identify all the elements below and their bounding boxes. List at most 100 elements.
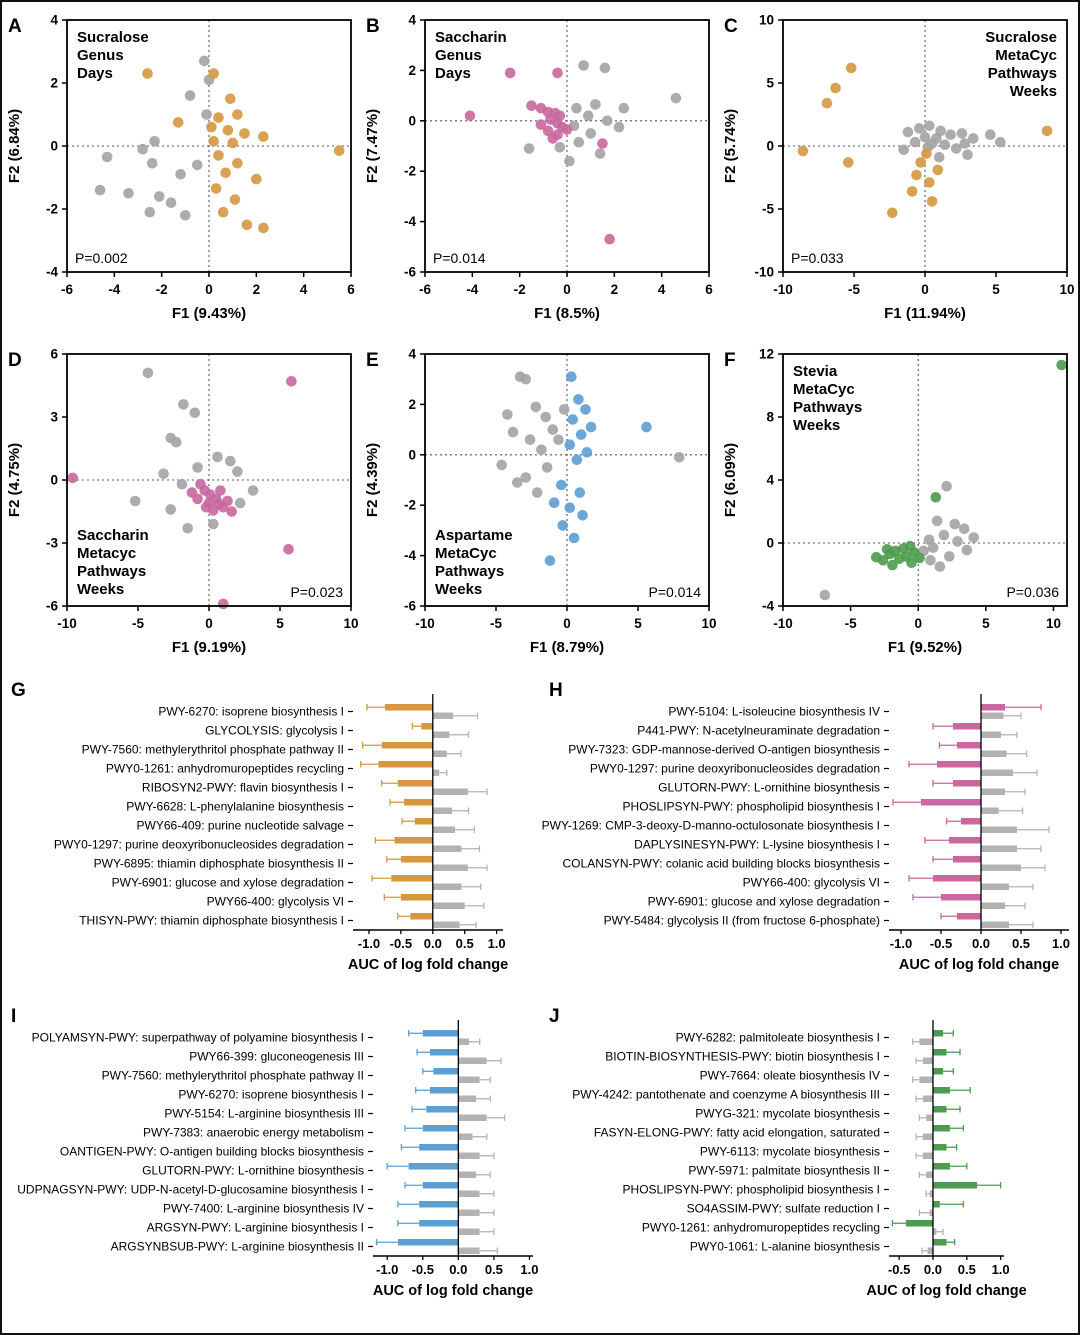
bar <box>400 856 433 863</box>
data-point-aspartame <box>585 421 597 433</box>
y-tick-label: -4 <box>404 548 416 563</box>
pathway-label: PHOSLIPSYN-PWY: phospholipid biosynthesi… <box>623 800 880 814</box>
bar <box>927 1247 933 1254</box>
y-tick-label: 12 <box>759 347 774 362</box>
data-point-stevia <box>881 544 893 555</box>
bar <box>429 1049 459 1056</box>
data-point-saccharin <box>217 598 229 610</box>
series-sucralose <box>142 68 345 234</box>
series-control <box>898 120 1006 163</box>
series-sucralose <box>797 62 1053 219</box>
pathway-label: PHOSLIPSYN-PWY: phospholipid biosynthesi… <box>623 1183 880 1197</box>
condition-label-line: Sucralose <box>77 29 149 46</box>
condition-label-line: Days <box>77 65 113 82</box>
y-tick-label: -6 <box>404 265 416 280</box>
x-tick-label: 0.0 <box>424 936 442 951</box>
series-control <box>94 55 215 221</box>
x-axis-label: F1 (11.94%) <box>884 305 966 322</box>
data-point-control <box>520 373 532 385</box>
scatter-panel-a: -6 -4 -2 0 2 4 6 -4 -2 0 2 4 F1 (9.43%) F2 (6.84%) A Su… <box>3 8 361 342</box>
p-value: P=0.014 <box>648 584 701 600</box>
y-tick-label: -2 <box>404 164 416 179</box>
x-tick-label: 1.0 <box>992 1262 1010 1277</box>
condition-label-line: Aspartame <box>435 527 513 544</box>
bar <box>981 807 999 814</box>
x-tick-label: -4 <box>466 282 478 297</box>
data-point-control <box>232 466 243 477</box>
data-point-control <box>618 102 630 114</box>
data-point-aspartame <box>580 404 591 415</box>
bar <box>458 1247 480 1254</box>
data-point-saccharin <box>226 506 237 517</box>
scatter-svg-c: -10 -5 0 5 10 -10 -5 0 5 10 F1 (11.94%) F2 (5.74%) C… <box>722 13 1075 323</box>
pathway-label: PWY-6282: palmitoleate biosynthesis I <box>676 1031 880 1045</box>
bar <box>432 769 440 776</box>
bar <box>432 902 465 909</box>
bar <box>905 1220 933 1227</box>
condition-label-line: MetaCyc <box>995 47 1057 64</box>
y-axis-label: F2 (6.09%) <box>722 443 739 517</box>
data-point-control <box>530 401 542 413</box>
condition-label-line: Weeks <box>793 417 840 434</box>
condition-label-line: Pathways <box>793 399 862 416</box>
y-axis-label: F2 (7.47%) <box>364 109 381 183</box>
data-point-control <box>558 404 570 415</box>
data-point-control <box>208 518 219 530</box>
y-tick-label: 2 <box>408 397 416 412</box>
data-point-control <box>520 472 532 483</box>
x-tick-label: 0 <box>563 616 571 631</box>
bar <box>981 826 1017 833</box>
data-point-control <box>158 468 169 479</box>
x-axis-label: F1 (9.19%) <box>172 639 246 656</box>
data-point-saccharin <box>526 100 537 111</box>
data-point-aspartame <box>573 394 584 405</box>
data-point-aspartame <box>568 532 580 544</box>
series-aspartame <box>544 371 652 566</box>
x-tick-label: -1.0 <box>358 936 380 951</box>
data-point-sucralose <box>239 128 250 139</box>
data-point-control <box>956 128 968 139</box>
x-tick-label: 0.5 <box>456 936 474 951</box>
bar <box>458 1171 477 1178</box>
pathway-label: POLYAMSYN-PWY: superpathway of polyamine… <box>32 1031 364 1045</box>
data-point-control <box>101 151 113 163</box>
data-point-aspartame <box>544 555 556 566</box>
bar <box>981 845 1017 852</box>
data-point-sucralose <box>911 169 922 181</box>
data-point-control <box>919 131 931 143</box>
data-point-saccharin <box>547 133 559 144</box>
data-point-control <box>225 455 236 467</box>
pathway-label: COLANSYN-PWY: colanic acid building bloc… <box>563 857 880 871</box>
bar <box>933 1239 947 1246</box>
condition-label-line: Pathways <box>988 65 1057 82</box>
bar <box>458 1152 480 1159</box>
data-point-aspartame <box>564 439 576 450</box>
bar <box>981 883 1009 890</box>
data-point-control <box>594 148 606 159</box>
condition-label-line: Saccharin <box>77 527 149 544</box>
bar <box>404 799 433 806</box>
bar <box>432 921 460 928</box>
x-tick-label: -4 <box>108 282 120 297</box>
pathway-label: PWY-7560: methylerythritol phosphate pat… <box>102 1069 364 1083</box>
data-point-control <box>938 529 950 541</box>
bar <box>397 1239 459 1246</box>
data-point-aspartame <box>566 371 577 382</box>
bar-svg-h: PWY-5104: L-isoleucine biosynthesis IV P4… <box>542 680 1070 973</box>
data-point-control <box>583 110 594 122</box>
x-tick-label: 0.0 <box>924 1262 942 1277</box>
bar <box>981 750 1007 757</box>
data-point-sucralose <box>906 186 918 197</box>
x-tick-label: 5 <box>992 282 1000 297</box>
bar <box>419 1144 459 1151</box>
data-point-saccharin <box>67 472 78 484</box>
data-point-saccharin <box>552 67 563 79</box>
bar <box>981 731 1001 738</box>
data-point-sucralose <box>232 109 243 120</box>
panel-letter: D <box>8 350 22 371</box>
data-point-sucralose <box>213 112 224 123</box>
x-tick-label: 0 <box>205 616 213 631</box>
data-point-sucralose <box>210 183 222 194</box>
pathway-label: PWY-6901: glucose and xylose degradation <box>112 876 344 890</box>
condition-label-line: Stevia <box>793 363 838 380</box>
